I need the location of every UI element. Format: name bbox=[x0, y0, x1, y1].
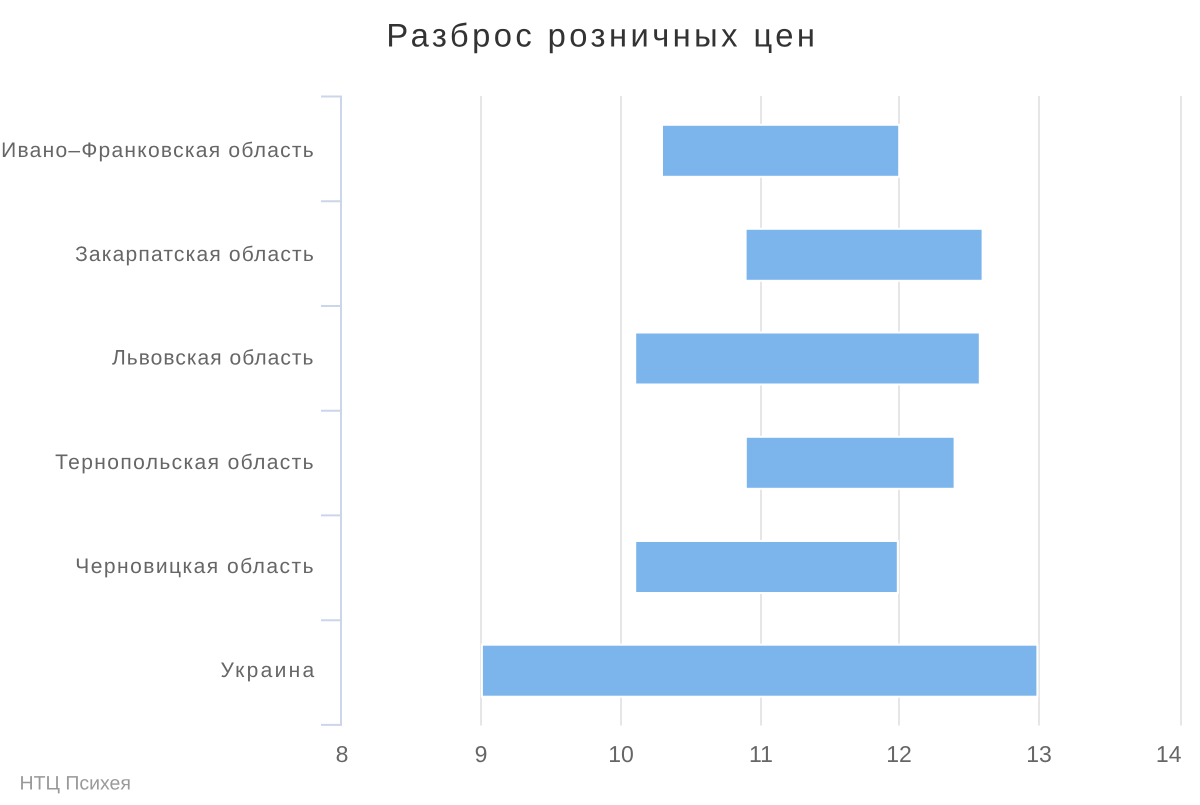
svg-text:НТЦ Психея: НТЦ Психея bbox=[20, 773, 131, 795]
svg-text:14: 14 bbox=[1156, 741, 1182, 767]
svg-text:11: 11 bbox=[749, 741, 773, 767]
svg-text:12: 12 bbox=[886, 741, 912, 767]
svg-text:Львовская область: Львовская область bbox=[112, 347, 315, 370]
svg-text:Украина: Украина bbox=[220, 659, 316, 682]
svg-text:9: 9 bbox=[475, 741, 488, 767]
svg-text:Разброс розничных цен: Разброс розничных цен bbox=[386, 17, 818, 54]
svg-text:Закарпатская область: Закарпатская область bbox=[75, 243, 315, 266]
svg-text:Тернопольская область: Тернопольская область bbox=[55, 451, 315, 474]
svg-text:13: 13 bbox=[1026, 741, 1052, 767]
svg-text:8: 8 bbox=[336, 741, 349, 767]
svg-text:Черновицкая область: Черновицкая область bbox=[75, 555, 315, 578]
svg-text:Ивано–Франковская область: Ивано–Франковская область bbox=[1, 139, 315, 162]
svg-text:10: 10 bbox=[608, 741, 634, 767]
